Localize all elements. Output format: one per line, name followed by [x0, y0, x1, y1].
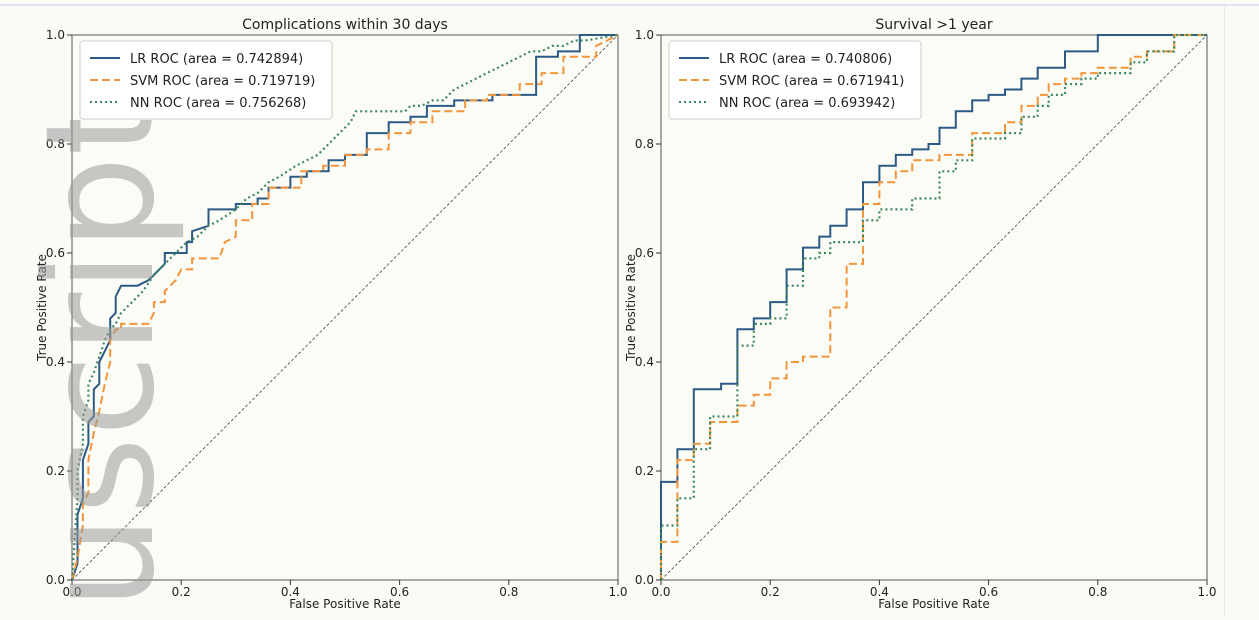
- legend: LR ROC (area = 0.740806) SVM ROC (area = …: [668, 40, 922, 120]
- chart-title: Complications within 30 days: [242, 17, 448, 33]
- x-tick-label: 1.0: [608, 585, 627, 599]
- legend-entry: LR ROC (area = 0.742894): [130, 52, 303, 67]
- x-tick-label: 0.6: [390, 585, 409, 599]
- series-line-solid: [660, 34, 1207, 580]
- y-tick-label: 0.6: [635, 246, 654, 260]
- y-axis-label: True Positive Rate: [35, 254, 49, 362]
- legend-entry: LR ROC (area = 0.740806): [719, 52, 892, 67]
- y-tick-label: 0.8: [635, 137, 654, 151]
- y-tick-label: 0.2: [46, 464, 65, 478]
- legend-entry: NN ROC (area = 0.756268): [130, 96, 306, 111]
- series-line-dotted: [70, 33, 619, 581]
- legend-box: [79, 40, 333, 120]
- y-tick-label: 0.4: [46, 355, 65, 369]
- x-tick-label: 0.0: [651, 585, 670, 599]
- y-axis-label: True Positive Rate: [624, 254, 638, 362]
- legend: LR ROC (area = 0.742894) SVM ROC (area = …: [79, 40, 333, 120]
- chance-diagonal: [71, 34, 619, 581]
- x-tick-label: 0.8: [1088, 585, 1107, 599]
- y-tick-label: 0.6: [46, 246, 65, 260]
- y-tick-label: 0.4: [635, 355, 654, 369]
- x-axis-label: False Positive Rate: [289, 597, 401, 611]
- top-border: [0, 4, 1259, 6]
- x-tick-label: 0.0: [62, 585, 81, 599]
- x-tick-label: 0.4: [281, 585, 300, 599]
- x-tick-label: 0.2: [172, 585, 191, 599]
- y-tick-label: 1.0: [46, 28, 65, 42]
- chance-diagonal: [660, 34, 1208, 581]
- x-tick-label: 0.6: [979, 585, 998, 599]
- x-tick-label: 1.0: [1197, 585, 1216, 599]
- series-line-dashed: [660, 34, 1207, 580]
- x-tick-label: 0.4: [870, 585, 889, 599]
- x-tick-label: 0.8: [499, 585, 518, 599]
- y-tick-label: 1.0: [635, 28, 654, 42]
- y-tick-label: 0.2: [635, 464, 654, 478]
- y-tick-label: 0.8: [46, 137, 65, 151]
- y-tick-label: 0.0: [46, 573, 65, 587]
- x-axis-label: False Positive Rate: [878, 597, 990, 611]
- series-line-dotted: [659, 33, 1207, 580]
- right-border: [1224, 6, 1225, 617]
- series-line-dashed: [71, 34, 619, 581]
- x-tick-label: 0.2: [761, 585, 780, 599]
- legend-entry: SVM ROC (area = 0.719719): [130, 74, 315, 89]
- roc-chart-1: 0.0 0.2 0.4 0.6 0.8 1.0 0.0 0.2 0.4 0.6 0.8 1.0 Comp…: [35, 17, 628, 611]
- roc-chart-2: 0.0 0.2 0.4 0.6 0.8 1.0 0.0 0.2 0.4 0.6 0.8 1.0 Surv…: [624, 17, 1217, 611]
- y-tick-label: 0.0: [635, 573, 654, 587]
- series-line-solid: [71, 34, 618, 581]
- legend-box: [668, 40, 922, 120]
- legend-entry: SVM ROC (area = 0.671941): [719, 74, 904, 89]
- legend-entry: NN ROC (area = 0.693942): [719, 96, 895, 111]
- chart-title: Survival >1 year: [875, 17, 992, 33]
